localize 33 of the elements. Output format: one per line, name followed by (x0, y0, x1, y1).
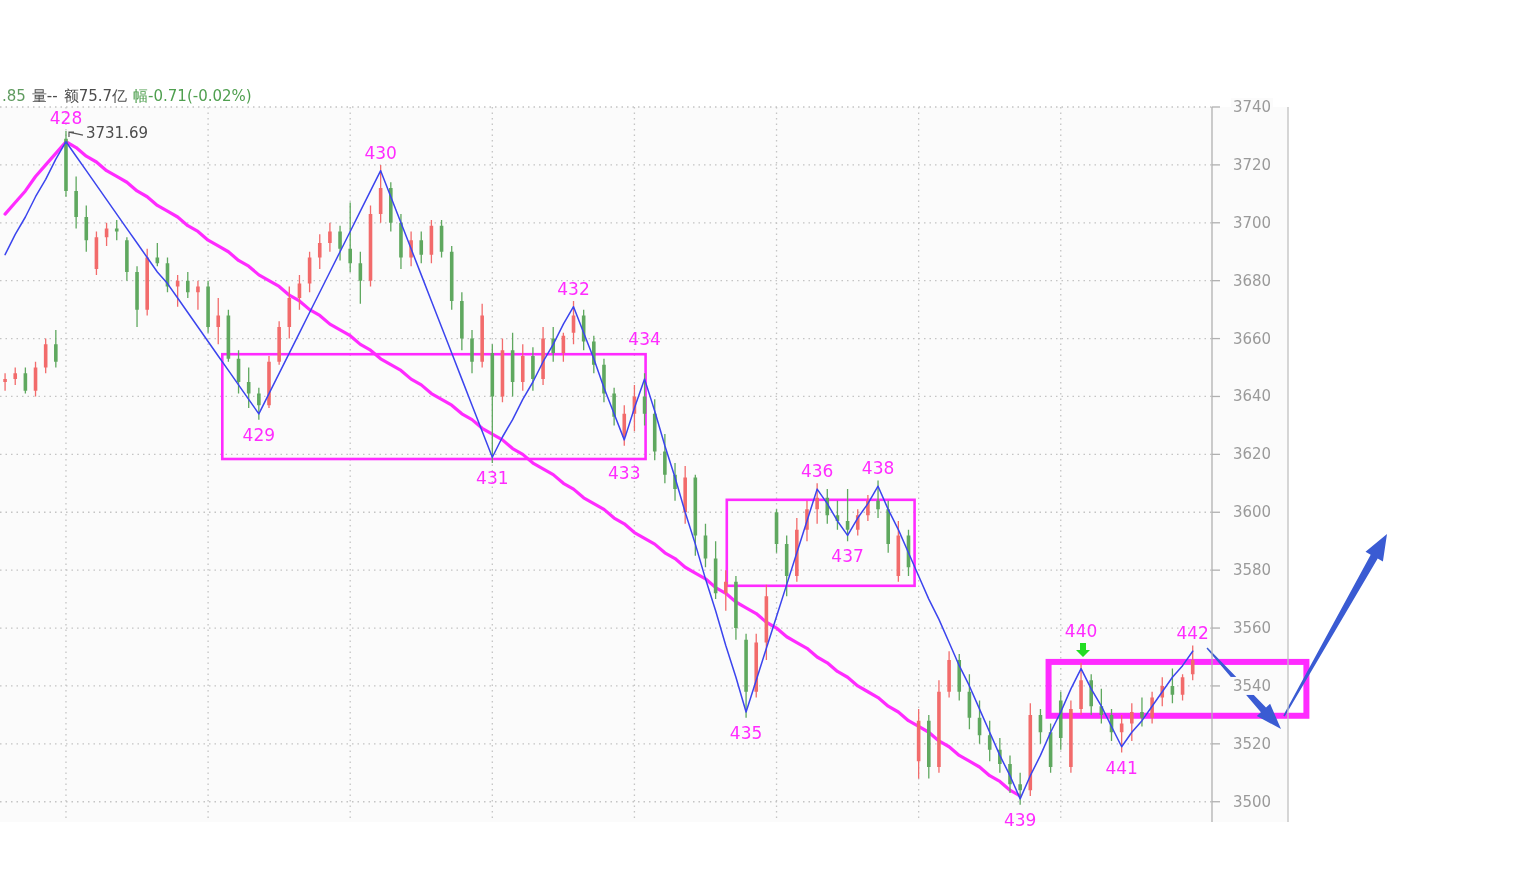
y-tick-label: 3720 (1232, 155, 1272, 174)
annotation: 436 (800, 461, 834, 482)
y-tick-label: 3680 (1232, 271, 1272, 290)
y-tick-label: 3640 (1232, 387, 1272, 406)
y-tick-label: 3600 (1232, 503, 1272, 522)
annotation: 441 (1105, 757, 1138, 778)
annotation: 430 (364, 142, 397, 163)
annotation: 434 (628, 329, 661, 350)
text: .85 (2, 87, 26, 105)
y-tick-label: 3500 (1232, 792, 1272, 811)
annotation: 432 (557, 278, 590, 299)
y-tick-label: 3660 (1232, 329, 1272, 348)
annotation: 428 (49, 107, 83, 128)
y-tick-label: 3740 (1232, 98, 1272, 116)
y-tick-label: 3560 (1232, 619, 1272, 638)
annotation: 440 (1064, 620, 1098, 641)
y-tick-label: 3580 (1232, 561, 1272, 580)
y-tick-label: 3700 (1232, 213, 1272, 232)
annotation: 435 (729, 723, 763, 743)
annotation: 442 (1176, 623, 1209, 644)
annotation: 439 (1003, 809, 1037, 830)
annotation: 433 (608, 462, 641, 483)
y-tick-label: 3520 (1232, 734, 1272, 753)
y-tick-label: 3540 (1232, 676, 1272, 695)
annotation: 437 (831, 546, 864, 567)
text: 幅-0.71(-0.02%) (133, 87, 252, 105)
text: 量-- (31, 87, 58, 105)
y-tick-label: 3620 (1232, 445, 1272, 464)
annotation: 431 (476, 468, 509, 489)
annotation: 429 (242, 424, 276, 445)
annotation: 3731.69 (85, 124, 149, 143)
text: 额75.7亿 (63, 87, 128, 105)
annotation: 438 (861, 458, 895, 479)
